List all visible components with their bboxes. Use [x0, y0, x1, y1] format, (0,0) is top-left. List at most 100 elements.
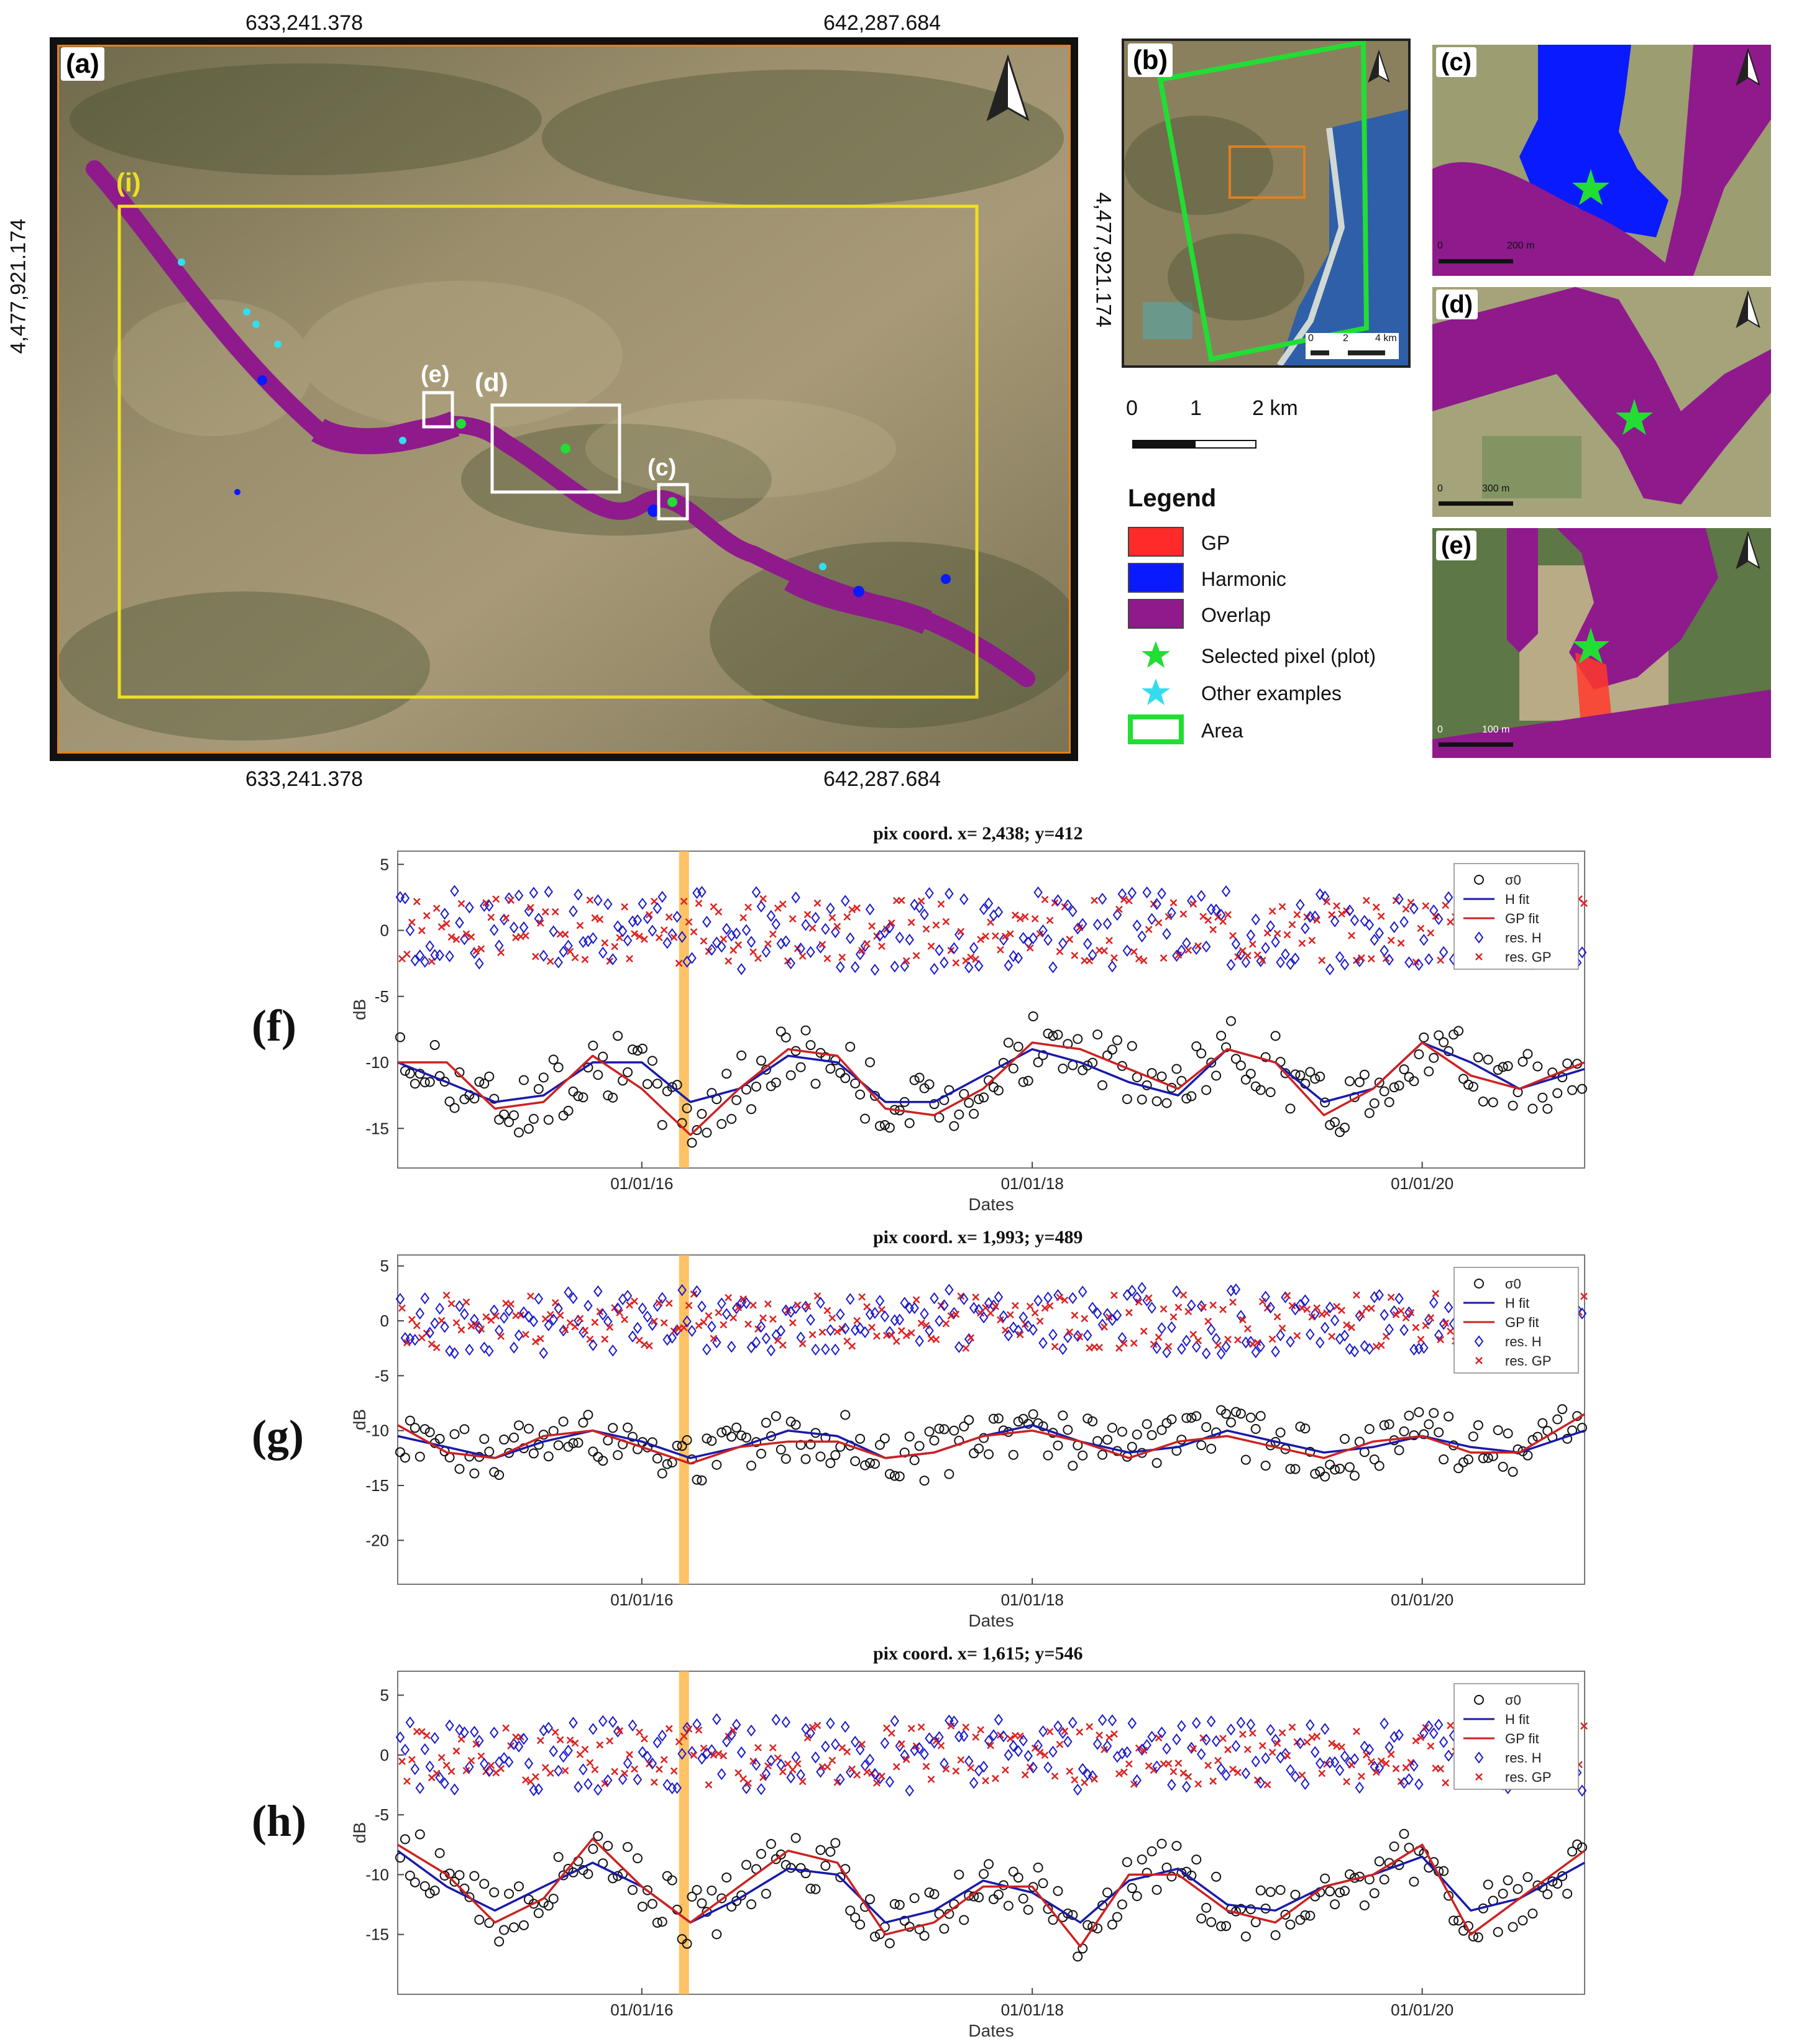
sigma0-point	[954, 1109, 964, 1120]
sigma0-point	[504, 1117, 515, 1128]
sigma0-point	[692, 1474, 702, 1485]
sigma0-point	[1013, 1041, 1023, 1052]
res-gp-point	[561, 1767, 569, 1774]
res-gp-point	[1066, 1328, 1074, 1336]
res-gp-point	[631, 1765, 638, 1773]
sigma0-point	[835, 1067, 846, 1078]
res-h-point	[717, 1297, 726, 1310]
res-gp-point	[744, 1779, 752, 1787]
legend-entry: H fit	[1505, 1712, 1529, 1727]
sigma0-point	[974, 1443, 984, 1454]
res-gp-point	[566, 1736, 574, 1744]
res-h-point	[806, 1313, 815, 1326]
sigma0-point	[1151, 1884, 1162, 1895]
res-gp-point	[754, 1744, 762, 1751]
res-gp-point	[803, 1302, 812, 1310]
res-h-point	[781, 1716, 790, 1728]
sigma0-point	[1310, 1074, 1320, 1084]
res-gp-point	[907, 1329, 915, 1337]
res-h-point	[1315, 888, 1325, 901]
res-h-point	[569, 905, 578, 918]
sigma0-point	[568, 1438, 579, 1448]
res-gp-point	[863, 940, 871, 947]
res-gp-point	[581, 1745, 589, 1753]
res-h-point	[400, 892, 410, 905]
res-gp-point	[873, 1779, 881, 1787]
res-h-point	[1142, 1739, 1151, 1751]
sigma0-point	[712, 1459, 722, 1470]
inset-label-e: (e)	[421, 362, 450, 388]
res-h-point	[840, 1322, 850, 1335]
res-gp-point	[413, 1321, 421, 1330]
sigma0-point	[1275, 1427, 1286, 1438]
res-gp-point	[1219, 1305, 1227, 1313]
res-gp-point	[452, 1747, 460, 1755]
res-gp-point	[1056, 1740, 1064, 1748]
res-gp-point	[972, 1293, 980, 1301]
sigma0-point	[1048, 1915, 1058, 1925]
res-gp-point	[1353, 1291, 1360, 1299]
sigma0-point	[1216, 1921, 1227, 1932]
sigma0-point	[449, 1429, 460, 1439]
res-gp-point	[1110, 1291, 1118, 1299]
res-h-point	[1389, 1731, 1399, 1743]
res-h-point	[499, 1312, 509, 1324]
res-gp-point	[1412, 1323, 1420, 1331]
res-gp-point	[1165, 1343, 1173, 1351]
res-h-point	[880, 926, 890, 939]
legend-marker-res-h	[1474, 1751, 1484, 1764]
res-gp-point	[1293, 1332, 1301, 1339]
res-h-point	[672, 1782, 682, 1794]
res-gp-point	[531, 1338, 539, 1346]
sigma0-point	[1087, 1922, 1098, 1932]
sigma0-point	[528, 1899, 539, 1909]
res-h-point	[1444, 1750, 1453, 1762]
res-gp-point	[739, 914, 747, 922]
sigma0-point	[1424, 1419, 1434, 1430]
res-gp-point	[1442, 901, 1450, 909]
res-gp-point	[1343, 1321, 1350, 1329]
res-gp-point	[730, 1314, 738, 1321]
sigma0-point	[1235, 1060, 1246, 1070]
sigma0-point	[434, 1848, 445, 1858]
res-gp-point	[650, 897, 658, 905]
sigma0-point	[820, 1861, 831, 1871]
res-gp-point	[710, 1335, 718, 1343]
res-h-point	[1271, 936, 1280, 948]
res-h-point	[712, 1336, 721, 1349]
sigma0-point	[1117, 1899, 1127, 1910]
res-gp-point	[680, 897, 688, 905]
res-h-point	[989, 1729, 999, 1741]
panel-b-label: (b)	[1128, 43, 1173, 77]
res-gp-point	[873, 1332, 881, 1340]
res-h-point	[1167, 1321, 1176, 1333]
res-h-point	[860, 1326, 870, 1338]
sigma0-point	[731, 1422, 742, 1433]
res-gp-point	[1041, 1304, 1049, 1312]
y-tick-label: 5	[380, 855, 389, 874]
res-gp-point	[803, 911, 812, 918]
sigma0-point	[879, 1433, 890, 1444]
res-h-point	[1399, 1324, 1409, 1336]
res-h-point	[593, 1784, 603, 1796]
sigma0-point	[726, 1431, 737, 1442]
res-h-point	[1157, 1322, 1166, 1335]
res-gp-point	[1105, 936, 1113, 944]
sigma0-point	[860, 1113, 871, 1124]
sigma0-point	[1409, 1076, 1419, 1087]
sigma0-point	[979, 1092, 989, 1103]
res-h-point	[1043, 934, 1053, 946]
res-gp-point	[1174, 1759, 1183, 1767]
panel-c-label: (c)	[1436, 47, 1476, 77]
sigma0-point	[1335, 1463, 1345, 1474]
res-h-point	[1172, 1285, 1181, 1298]
sigma0-point	[830, 1838, 841, 1848]
res-gp-point	[497, 1764, 505, 1773]
res-gp-point	[705, 1781, 713, 1789]
res-h-point	[534, 912, 544, 925]
res-h-point	[836, 1308, 845, 1321]
legend-label-other-examples: Other examples	[1201, 682, 1342, 705]
res-gp-point	[551, 908, 559, 916]
sigma0-point	[652, 1453, 662, 1464]
res-gp-point	[1313, 916, 1321, 924]
